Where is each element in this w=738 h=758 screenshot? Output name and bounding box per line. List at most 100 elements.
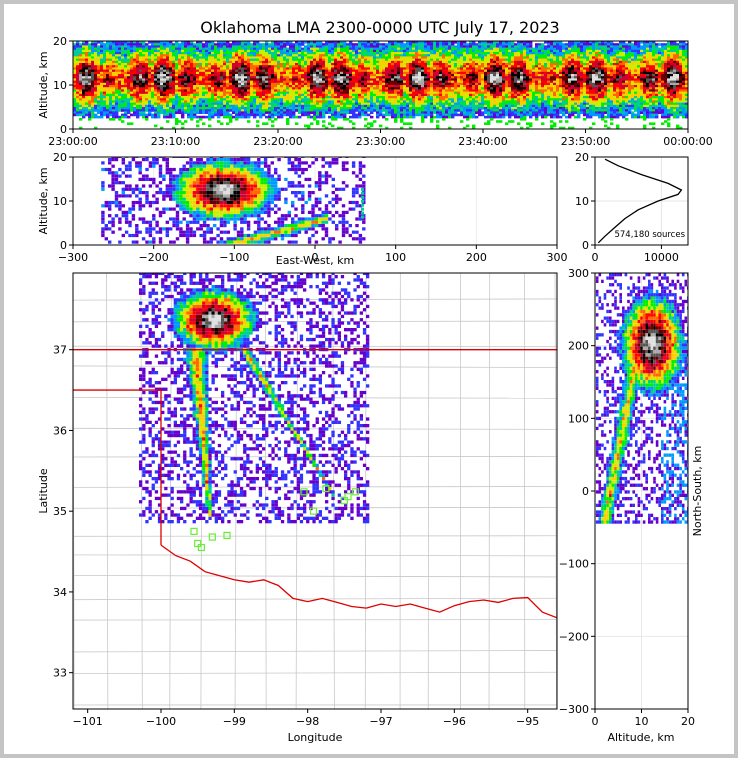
density-cell [292,67,296,70]
density-cell [331,45,335,48]
density-cell [298,47,302,51]
density-cell [187,63,191,66]
density-cell [349,54,353,57]
density-cell [322,93,326,97]
density-cell [325,47,329,51]
density-cell [94,98,98,101]
density-cell [208,96,212,99]
density-cell [196,65,200,68]
density-cell [394,91,398,95]
density-cell [292,80,296,84]
density-cell [370,76,374,79]
density-cell [136,67,140,70]
density-cell [151,63,155,66]
density-cell [394,102,398,106]
density-cell [430,85,434,88]
density-cell [442,82,446,86]
density-cell [388,82,392,86]
density-cell [439,100,443,103]
density-cell [139,113,143,117]
density-cell [295,82,299,86]
density-cell [181,49,185,53]
density-cell [388,107,392,110]
density-cell [151,113,155,117]
density-cell [391,63,395,66]
density-cell [463,102,467,106]
density-cell [160,87,164,90]
density-cell [322,56,326,59]
density-cell [187,67,191,70]
density-cell [394,118,398,121]
density-cell [190,96,194,99]
density-cell [268,89,272,92]
density-cell [385,78,389,81]
density-cell [394,111,398,114]
density-cell [241,107,245,110]
density-cell [322,49,326,53]
density-cell [280,85,284,88]
density-cell [235,96,239,99]
density-cell [400,104,404,108]
density-cell [307,89,311,92]
density-cell [208,118,212,121]
density-cell [187,78,191,81]
density-cell [79,113,83,117]
density-cell [226,104,230,108]
density-cell [412,109,416,112]
density-cell [352,56,356,59]
density-cell [103,91,107,95]
density-cell [313,104,317,108]
density-cell [469,47,473,51]
density-cell [322,45,326,48]
density-cell [415,113,419,117]
density-cell [436,113,440,117]
density-cell [436,96,440,99]
density-cell [97,104,101,108]
density-cell [391,102,395,106]
density-cell [271,74,275,77]
density-cell [85,78,89,81]
density-cell [259,107,263,110]
density-cell [358,80,362,84]
density-cell [88,45,92,48]
density-cell [337,65,341,68]
density-cell [256,60,260,64]
density-cell [481,104,485,108]
density-cell [142,43,146,46]
density-cell [310,56,314,59]
density-cell [331,78,335,81]
density-cell [79,76,83,79]
density-cell [259,100,263,103]
density-cell [109,63,113,66]
density-cell [151,109,155,112]
density-cell [319,100,323,103]
density-cell [484,56,488,59]
density-cell [85,89,89,92]
density-cell [79,63,83,66]
density-cell [397,113,401,117]
density-cell [79,65,83,68]
density-cell [478,98,482,101]
density-cell [226,54,230,57]
density-cell [226,74,230,77]
density-cell [352,113,356,117]
density-cell [217,74,221,77]
density-cell [259,104,263,108]
density-cell [343,71,347,75]
density-cell [205,96,209,99]
density-cell [130,89,134,92]
density-cell [82,76,86,79]
density-cell [265,74,269,77]
density-cell [73,109,77,112]
density-cell [199,93,203,97]
density-cell [154,69,158,73]
density-cell [232,52,236,55]
density-cell [187,96,191,99]
density-cell [379,78,383,81]
density-cell [484,104,488,108]
density-cell [403,107,407,110]
density-cell [247,80,251,84]
density-cell [214,43,218,46]
density-cell [121,56,125,59]
density-cell [172,100,176,103]
